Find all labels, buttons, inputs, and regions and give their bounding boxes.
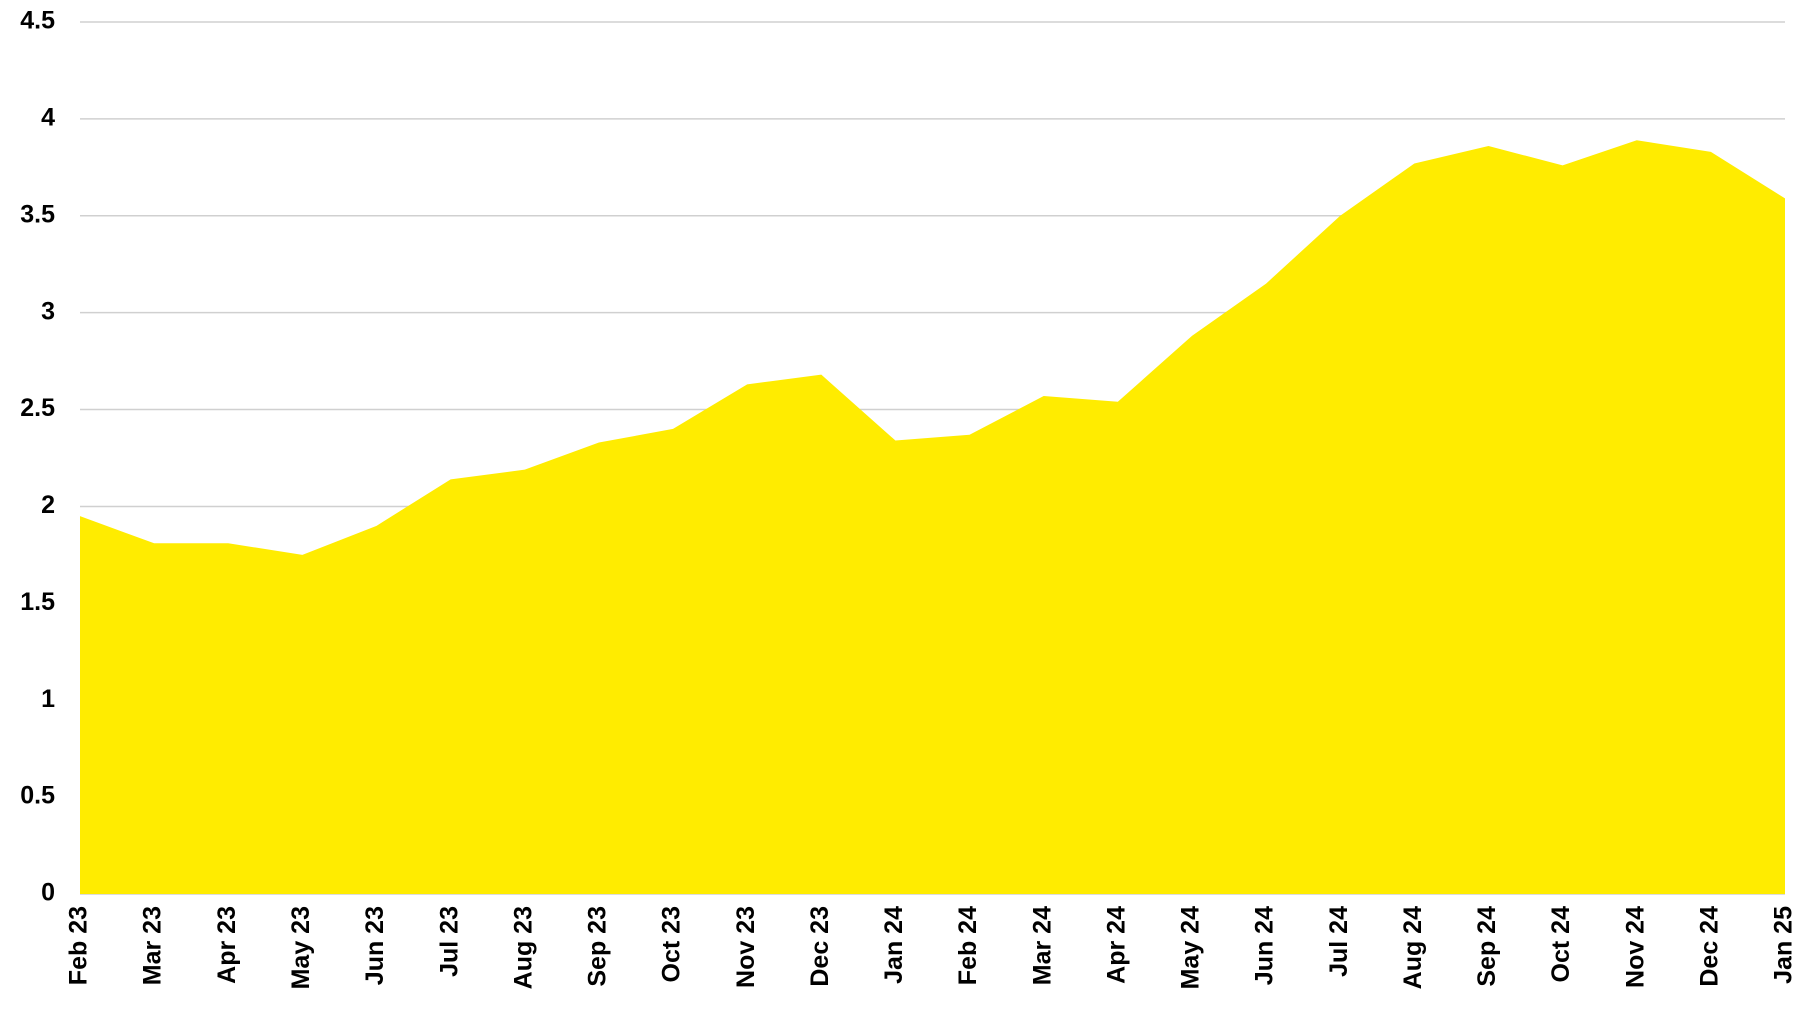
x-tick-label: Dec 23 xyxy=(806,906,834,987)
x-tick-label: May 24 xyxy=(1177,906,1205,989)
y-tick-label: 1.5 xyxy=(20,588,55,616)
y-tick-label: 4 xyxy=(41,103,55,131)
y-tick-label: 0.5 xyxy=(20,782,55,810)
x-tick-label: Nov 23 xyxy=(732,906,760,988)
y-tick-label: 4.5 xyxy=(20,7,55,35)
area xyxy=(80,140,1785,894)
x-tick-label: Feb 23 xyxy=(65,906,93,985)
y-tick-label: 3 xyxy=(41,297,55,325)
x-tick-label: Apr 24 xyxy=(1102,906,1130,984)
x-tick-label: Mar 24 xyxy=(1028,906,1056,985)
x-tick-label: Feb 24 xyxy=(954,906,982,985)
x-tick-label: Oct 24 xyxy=(1547,906,1575,983)
y-tick-label: 2.5 xyxy=(20,394,55,422)
y-tick-label: 0 xyxy=(41,879,55,907)
x-tick-label: Dec 24 xyxy=(1695,906,1723,987)
x-tick-label: Sep 23 xyxy=(584,906,612,987)
x-tick-label: Jul 24 xyxy=(1325,906,1353,977)
y-tick-label: 1 xyxy=(41,685,55,713)
x-tick-label: Jun 24 xyxy=(1251,906,1279,985)
x-tick-label: Jun 23 xyxy=(361,906,389,985)
x-tick-label: Mar 23 xyxy=(139,906,167,985)
x-tick-label: Aug 23 xyxy=(509,906,537,989)
y-tick-label: 2 xyxy=(41,491,55,519)
x-tick-label: Oct 23 xyxy=(658,906,686,982)
x-tick-label: Jan 24 xyxy=(880,906,908,984)
x-tick-label: Apr 23 xyxy=(213,906,241,984)
x-tick-label: Nov 24 xyxy=(1621,906,1649,988)
x-tick-label: Jul 23 xyxy=(435,906,463,977)
y-tick-label: 3.5 xyxy=(20,200,55,228)
x-tick-label: Sep 24 xyxy=(1473,906,1501,987)
x-tick-label: May 23 xyxy=(287,906,315,989)
x-tick-label: Jan 25 xyxy=(1770,906,1798,984)
x-tick-label: Aug 24 xyxy=(1399,906,1427,989)
